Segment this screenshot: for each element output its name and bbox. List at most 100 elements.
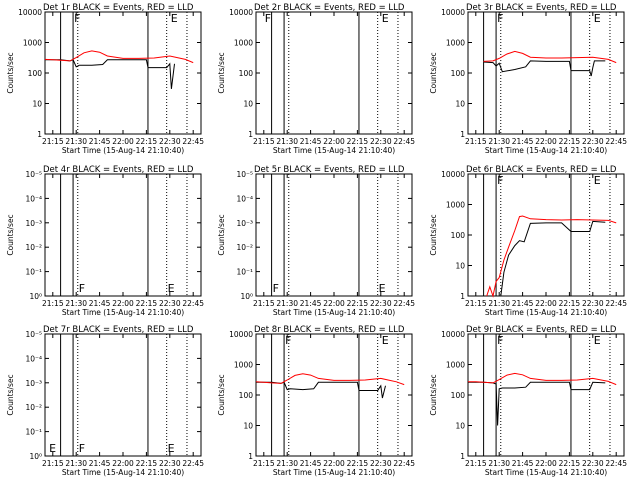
x-tick-label: 22:15 <box>559 459 581 468</box>
x-tick-label: 22:15 <box>136 459 158 468</box>
flag-label: E <box>382 12 389 25</box>
x-tick-label: 22:30 <box>159 137 181 146</box>
x-tick-label: 21:15 <box>253 299 275 308</box>
y-tick-label: 10000 <box>229 8 253 17</box>
chart-panel: Det 9r BLACK = Events, RED = LLD 1 10 100 10… <box>429 325 627 477</box>
x-tick-label: 21:15 <box>465 299 487 308</box>
y-tick-label: 100 <box>28 69 43 78</box>
y-tick-label: 10⁻³ <box>236 219 253 228</box>
x-tick-label: 21:45 <box>300 459 322 468</box>
x-tick-label: 21:30 <box>488 137 510 146</box>
x-tick-label: 22:45 <box>605 299 627 308</box>
y-tick-label: 1000 <box>446 39 465 48</box>
lld-series-line <box>486 215 617 298</box>
flag-label: E <box>594 334 601 347</box>
chart-panel: Det 2r BLACK = Events, RED = LLD 1 10 100 10… <box>217 3 415 155</box>
x-tick-label: 22:00 <box>323 137 345 146</box>
lld-series-line <box>255 373 405 386</box>
x-tick-label: 21:45 <box>89 459 111 468</box>
y-axis-label: Counts/sec <box>6 374 15 415</box>
y-tick-label: 10⁻³ <box>25 379 42 388</box>
y-tick-label: 10⁻⁵ <box>25 170 42 179</box>
chart-panel: Det 8r BLACK = Events, RED = LLD 1 10 100 10… <box>217 325 415 477</box>
y-tick-label: 10⁰ <box>240 292 253 301</box>
x-axis-label: Start Time (15-Aug-14 21:10:40) <box>62 146 184 155</box>
panel-title: Det 3r BLACK = Events, RED = LLD <box>466 3 617 13</box>
y-tick-label: 1000 <box>446 361 465 370</box>
x-tick-label: 21:30 <box>276 137 298 146</box>
y-tick-label: 10⁻³ <box>25 219 42 228</box>
y-tick-label: 10000 <box>18 8 42 17</box>
x-tick-label: 22:45 <box>182 299 204 308</box>
flag-label: F <box>285 334 291 347</box>
x-tick-label: 22:00 <box>112 459 134 468</box>
y-tick-label: 10⁻² <box>236 243 253 252</box>
x-tick-label: 21:15 <box>465 137 487 146</box>
events-series-line <box>500 220 606 297</box>
panel-title: Det 8r BLACK = Events, RED = LLD <box>254 325 405 335</box>
y-tick-label: 10000 <box>441 330 465 339</box>
x-tick-label: 22:45 <box>182 137 204 146</box>
x-tick-label: 21:30 <box>65 299 87 308</box>
y-tick-label: 100 <box>451 391 466 400</box>
y-tick-label: 1 <box>37 130 42 139</box>
flag-label: E <box>594 174 601 187</box>
panel-title: Det 5r BLACK = Events, RED = LLD <box>254 165 405 175</box>
y-tick-label: 1000 <box>234 39 253 48</box>
x-tick-label: 21:15 <box>253 137 275 146</box>
y-axis-label: Counts/sec <box>429 214 438 255</box>
x-tick-label: 22:15 <box>347 459 369 468</box>
y-tick-label: 1 <box>248 130 253 139</box>
x-tick-label: 22:15 <box>347 299 369 308</box>
x-axis-label: Start Time (15-Aug-14 21:10:40) <box>485 308 607 317</box>
x-tick-label: 22:00 <box>112 299 134 308</box>
x-tick-label: 21:15 <box>253 459 275 468</box>
x-axis-label: Start Time (15-Aug-14 21:10:40) <box>273 308 395 317</box>
y-axis-label: Counts/sec <box>217 52 226 93</box>
y-tick-label: 1 <box>460 452 465 461</box>
flag-label: F <box>79 442 85 455</box>
y-tick-label: 1000 <box>23 39 42 48</box>
x-tick-label: 22:30 <box>159 459 181 468</box>
x-tick-label: 21:45 <box>300 299 322 308</box>
y-axis-label: Counts/sec <box>429 374 438 415</box>
flag-label: F <box>497 334 503 347</box>
x-tick-label: 22:00 <box>323 299 345 308</box>
y-axis-label: Counts/sec <box>6 214 15 255</box>
x-tick-label: 21:15 <box>465 459 487 468</box>
x-tick-label: 22:30 <box>582 137 604 146</box>
x-tick-label: 22:45 <box>393 459 415 468</box>
x-tick-label: 21:30 <box>65 137 87 146</box>
x-axis-label: Start Time (15-Aug-14 21:10:40) <box>485 146 607 155</box>
y-tick-label: 10⁰ <box>29 292 42 301</box>
x-tick-label: 22:15 <box>559 299 581 308</box>
x-tick-label: 22:30 <box>159 299 181 308</box>
y-tick-label: 1000 <box>446 201 465 210</box>
x-tick-label: 22:45 <box>605 459 627 468</box>
x-tick-label: 22:00 <box>535 299 557 308</box>
flag-label: E <box>379 282 386 295</box>
x-axis-label: Start Time (15-Aug-14 21:10:40) <box>273 146 395 155</box>
x-tick-label: 21:30 <box>488 459 510 468</box>
x-tick-label: 22:15 <box>347 137 369 146</box>
y-tick-label: 10 <box>455 262 465 271</box>
flag-label: F <box>273 282 279 295</box>
chart-panel: Det 7r BLACK = Events, RED = LLD 10⁰ 10⁻¹ 1… <box>6 325 204 477</box>
x-tick-label: 22:45 <box>393 299 415 308</box>
lld-series-line <box>468 372 617 386</box>
x-tick-label: 22:45 <box>393 137 415 146</box>
x-tick-label: 22:00 <box>112 137 134 146</box>
events-series-line <box>483 60 606 77</box>
flag-label: E <box>382 334 389 347</box>
y-tick-label: 10000 <box>229 330 253 339</box>
x-tick-label: 21:45 <box>512 459 534 468</box>
y-tick-label: 10000 <box>441 8 465 17</box>
x-tick-label: 21:45 <box>512 137 534 146</box>
x-tick-label: 21:30 <box>276 459 298 468</box>
panel-title: Det 2r BLACK = Events, RED = LLD <box>254 3 405 13</box>
y-axis-label: Counts/sec <box>429 52 438 93</box>
flag-label: E <box>171 12 178 25</box>
x-tick-label: 21:45 <box>300 137 322 146</box>
